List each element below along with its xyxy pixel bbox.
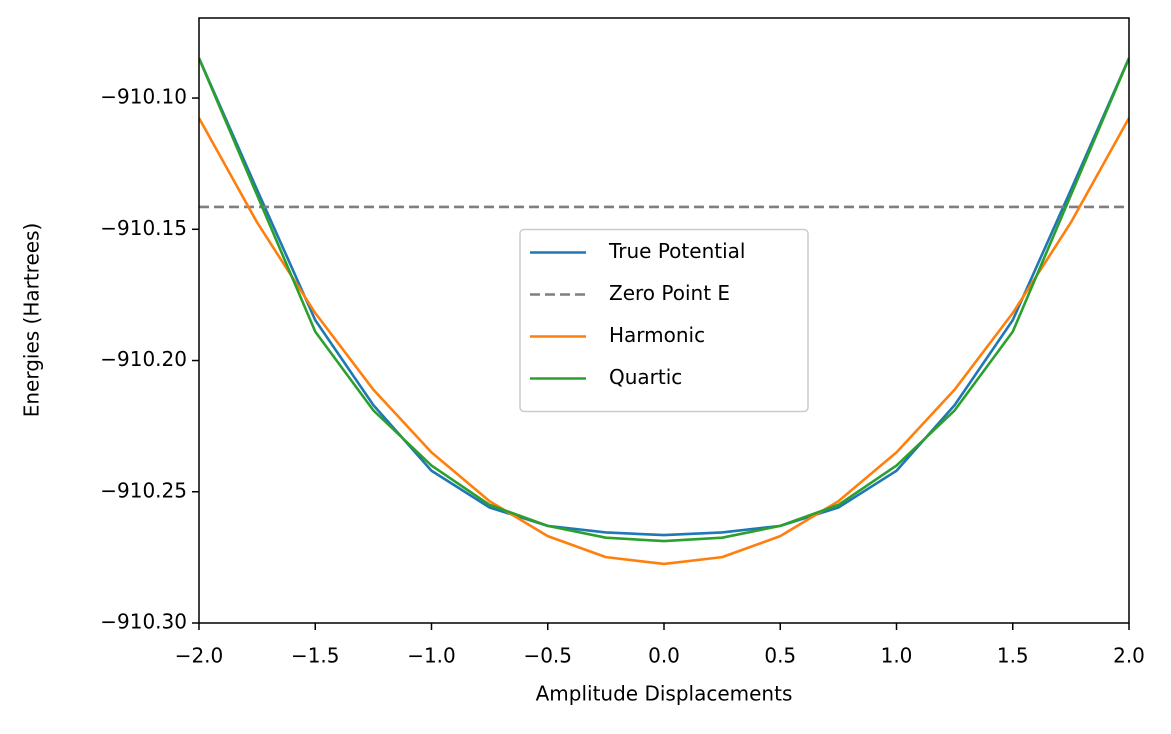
x-tick-label: 1.0 [881,644,913,668]
y-tick-label: −910.15 [100,216,187,240]
x-tick-label: −1.0 [407,644,456,668]
x-tick-label: −1.5 [291,644,340,668]
y-tick-label: −910.30 [100,610,187,634]
x-tick-label: 1.5 [997,644,1029,668]
series-line [199,57,1129,543]
x-tick-label: −2.0 [175,644,224,668]
legend-label: True Potential [608,239,745,263]
x-axis-label: Amplitude Displacements [536,682,793,706]
series-line [199,117,1129,566]
y-tick-label: −910.20 [100,347,187,371]
y-tick-label: −910.25 [100,478,187,502]
legend-label: Zero Point E [609,281,730,305]
x-tick-label: 2.0 [1113,644,1145,668]
y-axis-label: Energies (Hartrees) [20,223,44,418]
series-line [199,57,1129,537]
plot-frame [198,17,1130,624]
x-tick-label: 0.0 [648,644,680,668]
legend-label: Harmonic [609,323,705,347]
x-tick-label: −0.5 [523,644,572,668]
legend-box [519,228,809,413]
legend-label: Quartic [609,365,682,389]
y-tick-label: −910.10 [100,85,187,109]
x-tick-label: 0.5 [764,644,796,668]
